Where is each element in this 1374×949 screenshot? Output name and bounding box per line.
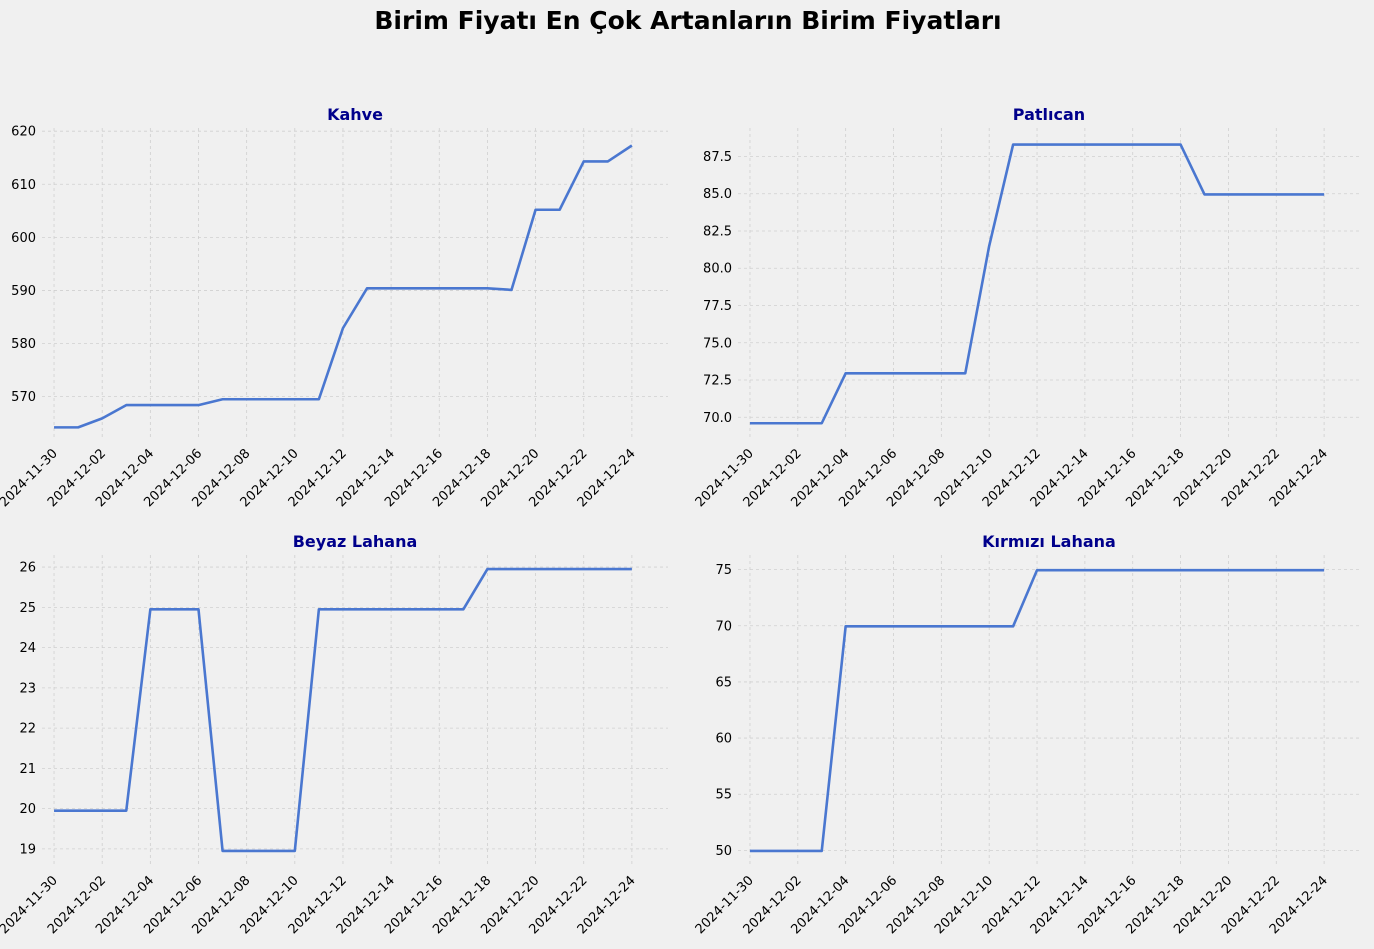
y-tick-label: 620 [11,125,36,140]
series-line [54,144,633,429]
y-tick-label: 82.5 [703,224,732,239]
figure-title: Birim Fiyatı En Çok Artanların Birim Fiy… [374,6,1001,35]
series-line [749,568,1325,853]
y-tick-label: 21 [19,762,36,777]
y-tick-label: 85.0 [703,187,732,202]
y-tick-label: 75.0 [703,336,732,351]
y-tick-label: 600 [11,231,36,246]
y-tick-label: 50 [715,844,732,859]
y-tick-label: 22 [19,722,36,737]
y-tick-label: 72.5 [703,374,732,389]
y-tick-label: 20 [19,802,36,817]
subplot-title: Kırmızı Lahana [982,532,1116,551]
series-line [54,567,632,853]
y-tick-label: 75 [715,563,732,578]
y-tick-label: 80.0 [703,262,732,277]
y-tick-label: 610 [11,178,36,193]
y-tick-label: 23 [19,681,36,696]
y-tick-label: 60 [715,732,732,747]
y-tick-label: 580 [11,337,36,352]
y-tick-label: 590 [11,284,36,299]
y-tick-label: 55 [715,788,732,803]
y-tick-label: 70.0 [703,411,732,426]
y-tick-label: 570 [11,390,36,405]
y-tick-label: 19 [19,842,36,857]
y-tick-label: 70 [715,619,732,634]
y-tick-label: 26 [19,561,36,576]
subplot-title: Beyaz Lahana [293,532,418,551]
y-tick-label: 87.5 [703,150,732,165]
series-line [749,143,1325,425]
y-tick-label: 25 [19,601,36,616]
y-tick-label: 77.5 [703,299,732,314]
subplot-title: Kahve [327,105,383,124]
y-tick-label: 65 [715,675,732,690]
y-tick-label: 24 [19,641,36,656]
subplot-title: Patlıcan [1013,105,1085,124]
